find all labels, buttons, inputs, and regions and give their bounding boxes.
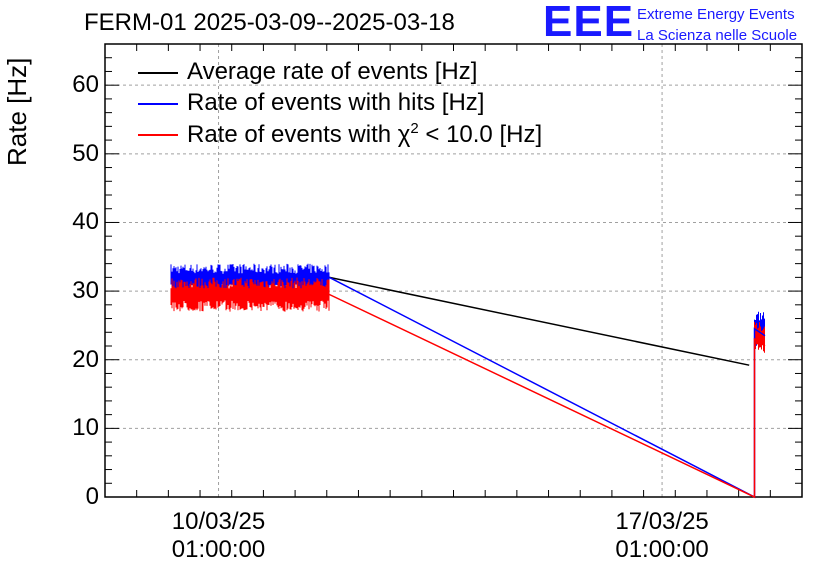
legend-label-chi2-sup: 2	[410, 120, 419, 137]
legend-label-average: Average rate of events [Hz]	[187, 58, 478, 85]
y-tick-label: 40	[72, 208, 99, 236]
legend-label-chi2-prefix: Rate of events with χ	[187, 121, 411, 148]
legend-label-chi2: Rate of events with χ2 < 10.0 [Hz]	[187, 120, 542, 149]
logo-line-2: La Scienza nelle Scuole	[637, 27, 798, 44]
x-tick-label: 10/03/25 01:00:00	[149, 508, 289, 564]
logo-line-1: Extreme Energy Events	[637, 6, 795, 23]
series-chi2-line	[329, 293, 766, 499]
x-tick-label-time: 01:00:00	[171, 536, 266, 563]
series-hits-line	[329, 276, 766, 499]
legend-swatch-hits	[138, 103, 178, 105]
chart-title: FERM-01 2025-03-09--2025-03-18	[84, 9, 455, 36]
x-tick-label: 17/03/25 01:00:00	[592, 508, 732, 564]
x-tick-label-date: 10/03/25	[171, 508, 266, 535]
eee-logo-text: Extreme Energy Events La Scienza nelle S…	[637, 4, 797, 46]
y-tick-label: 20	[72, 345, 99, 373]
y-tick-label: 10	[72, 414, 99, 442]
series-chi2-band	[170, 277, 330, 312]
legend-label-hits: Rate of events with hits [Hz]	[187, 89, 485, 116]
legend-swatch-chi2	[138, 134, 178, 136]
y-tick-label: 60	[72, 71, 99, 99]
x-tick-label-date: 17/03/25	[615, 508, 709, 535]
x-tick-label-time: 01:00:00	[615, 536, 709, 563]
legend-label-chi2-suffix: < 10.0 [Hz]	[418, 121, 543, 148]
y-tick-label: 50	[72, 139, 99, 167]
y-tick-label: 0	[85, 483, 99, 510]
legend-swatch-average	[138, 72, 178, 74]
y-tick-label: 30	[72, 277, 99, 305]
eee-logo: EEE	[543, 0, 635, 46]
y-axis-label: Rate [Hz]	[2, 57, 32, 166]
series-average-line	[329, 276, 750, 366]
